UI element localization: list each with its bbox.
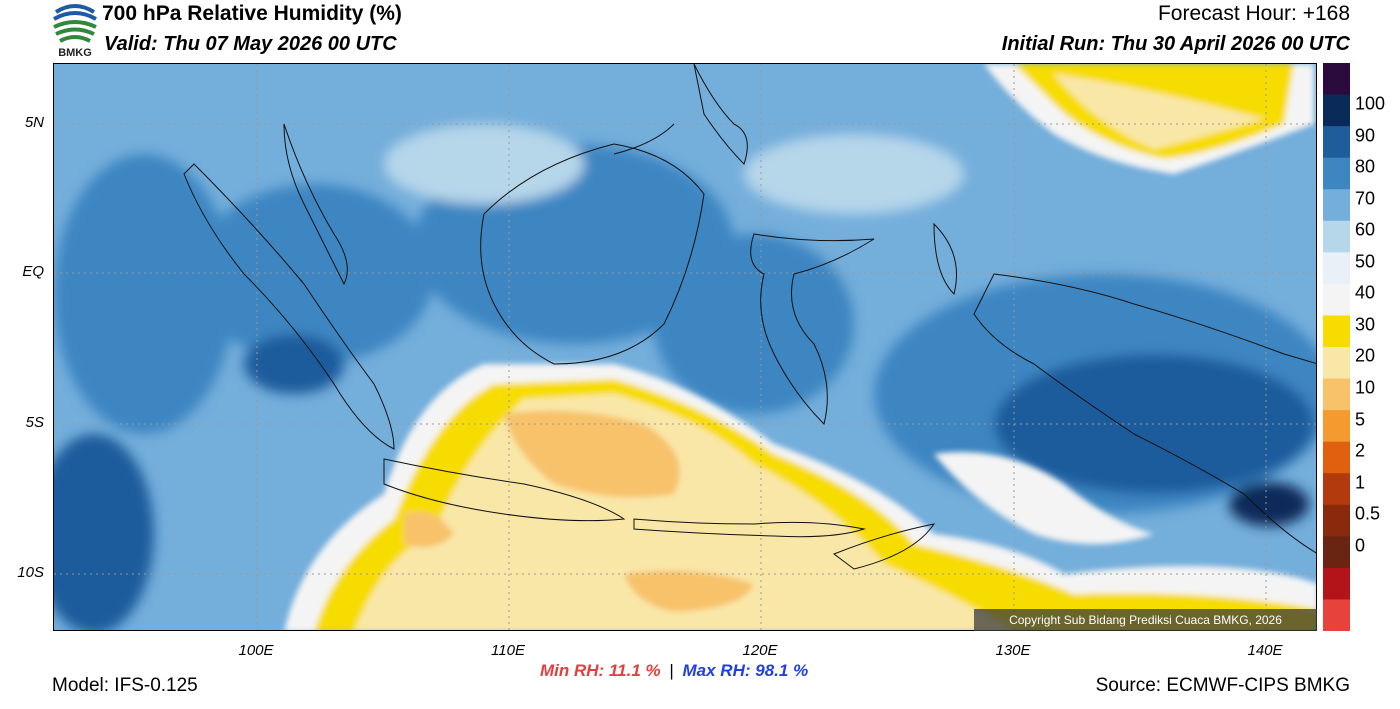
colorbar-segment <box>1323 157 1350 190</box>
logo-text: BMKG <box>58 47 92 59</box>
colorbar-segment <box>1323 473 1350 506</box>
valid-time: Valid: Thu 07 May 2026 00 UTC <box>104 33 397 55</box>
colorbar-segment <box>1323 504 1350 537</box>
colorbar-segment <box>1323 347 1350 380</box>
lon-label-100e: 100E <box>238 642 274 659</box>
colorbar-label: 0 <box>1355 535 1366 556</box>
colorbar-segment <box>1323 567 1350 600</box>
source-label: Source: ECMWF-CIPS BMKG <box>1095 675 1350 696</box>
colorbar-segment <box>1323 252 1350 285</box>
copyright-notice: Copyright Sub Bidang Prediksi Cuaca BMKG… <box>974 609 1317 631</box>
colorbar-label: 2 <box>1355 440 1366 461</box>
min-rh-value: 11.1 % <box>608 661 661 680</box>
lat-label-10s: 10S <box>17 564 44 581</box>
chart-title: 700 hPa Relative Humidity (%) <box>102 2 402 25</box>
colorbar-segment <box>1323 126 1350 159</box>
colorbar-label: 30 <box>1355 314 1376 335</box>
min-max-rh: Min RH: 11.1 % | Max RH: 98.1 % <box>540 661 808 681</box>
colorbar-label: 5 <box>1355 409 1366 430</box>
colorbar-segment <box>1323 94 1350 127</box>
colorbar-segment <box>1323 189 1350 222</box>
colorbar-label: 90 <box>1355 125 1376 146</box>
colorbar-label: 0.5 <box>1355 503 1381 524</box>
colorbar-label: 40 <box>1355 282 1376 303</box>
colorbar-segment <box>1323 220 1350 253</box>
model-label: Model: IFS-0.125 <box>52 675 198 696</box>
colorbar-label: 10 <box>1355 377 1376 398</box>
colorbar <box>1323 63 1350 631</box>
initial-run: Initial Run: Thu 30 April 2026 00 UTC <box>1001 33 1350 55</box>
min-rh-label: Min RH: <box>540 661 605 680</box>
colorbar-segment <box>1323 315 1350 348</box>
colorbar-label: 50 <box>1355 251 1376 272</box>
lon-label-140e: 140E <box>1247 642 1283 659</box>
lat-label-eq: EQ <box>22 263 44 280</box>
forecast-hour: Forecast Hour: +168 <box>1157 2 1350 25</box>
colorbar-label: 1 <box>1355 472 1366 493</box>
min-max-separator: | <box>669 661 674 680</box>
colorbar-label: 70 <box>1355 188 1376 209</box>
lon-label-110e: 110E <box>491 642 525 659</box>
colorbar-segment <box>1323 410 1350 443</box>
colorbar-label: 100 <box>1355 93 1386 114</box>
colorbar-label: 60 <box>1355 219 1376 240</box>
colorbar-label: 20 <box>1355 345 1376 366</box>
colorbar-segment <box>1323 441 1350 474</box>
colorbar-segment <box>1323 599 1350 631</box>
colorbar-segment <box>1323 536 1350 569</box>
humidity-field <box>54 64 1316 630</box>
max-rh-value: 98.1 % <box>755 661 809 680</box>
humidity-map <box>53 63 1317 631</box>
colorbar-segment <box>1323 63 1350 96</box>
lon-label-130e: 130E <box>995 642 1031 659</box>
colorbar-segment <box>1323 378 1350 411</box>
max-rh-label: Max RH: <box>682 661 751 680</box>
lon-label-120e: 120E <box>742 642 778 659</box>
colorbar-segment <box>1323 283 1350 316</box>
bmkg-logo <box>52 0 98 62</box>
lat-label-5s: 5S <box>25 414 44 431</box>
colorbar-label: 80 <box>1355 156 1376 177</box>
lat-label-5n: 5N <box>24 114 44 131</box>
